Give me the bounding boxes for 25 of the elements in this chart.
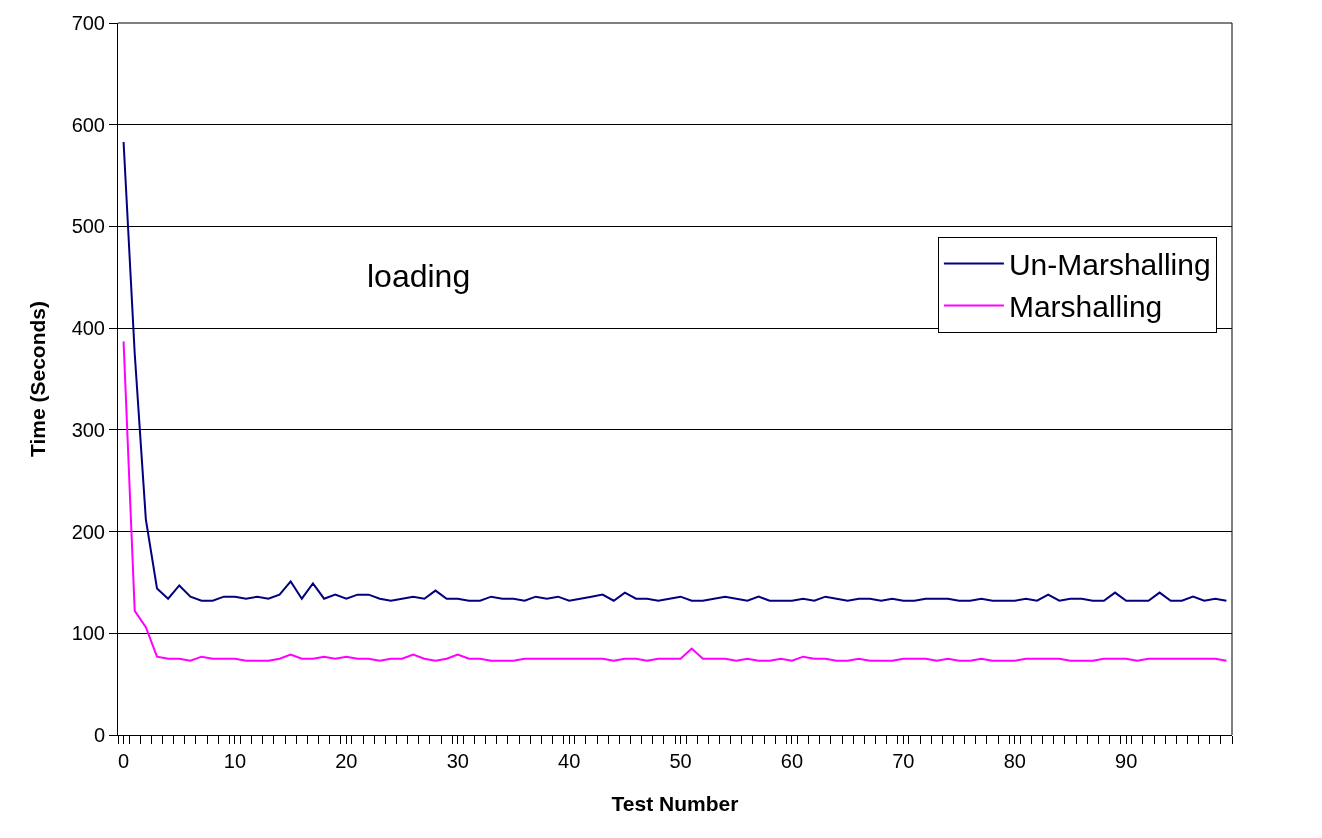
x-tick-label: 10 xyxy=(223,750,247,772)
y-tick-label: 400 xyxy=(71,317,105,340)
y-tick-label: 700 xyxy=(71,12,105,34)
line-series xyxy=(122,340,1228,662)
x-tick-label: 90 xyxy=(1115,750,1138,772)
x-tick-label: 20 xyxy=(335,750,358,772)
y-tick-label: 100 xyxy=(71,622,105,645)
x-tick-label: 80 xyxy=(1003,750,1026,772)
y-axis-title: Time (Seconds) xyxy=(25,301,49,457)
annotation: loading xyxy=(367,258,471,294)
x-tick-label: 30 xyxy=(446,750,469,772)
x-axis-title: Test Number xyxy=(611,792,739,816)
x-tick-label: 40 xyxy=(558,750,581,772)
legend-label: Un-Marshalling xyxy=(1008,248,1211,282)
y-tick-label: 200 xyxy=(71,520,105,543)
legend-label: Marshalling xyxy=(1008,290,1163,324)
y-tick-label: 0 xyxy=(93,724,105,746)
x-tick-label: 60 xyxy=(780,750,804,772)
x-tick-label: 50 xyxy=(669,750,692,772)
y-tick-label: 600 xyxy=(71,113,105,136)
y-tick-label: 300 xyxy=(71,418,105,441)
x-tick-label: 0 xyxy=(118,750,130,772)
y-tick-label: 500 xyxy=(71,215,105,238)
line-series xyxy=(122,141,1228,602)
x-tick-label: 70 xyxy=(892,750,915,772)
